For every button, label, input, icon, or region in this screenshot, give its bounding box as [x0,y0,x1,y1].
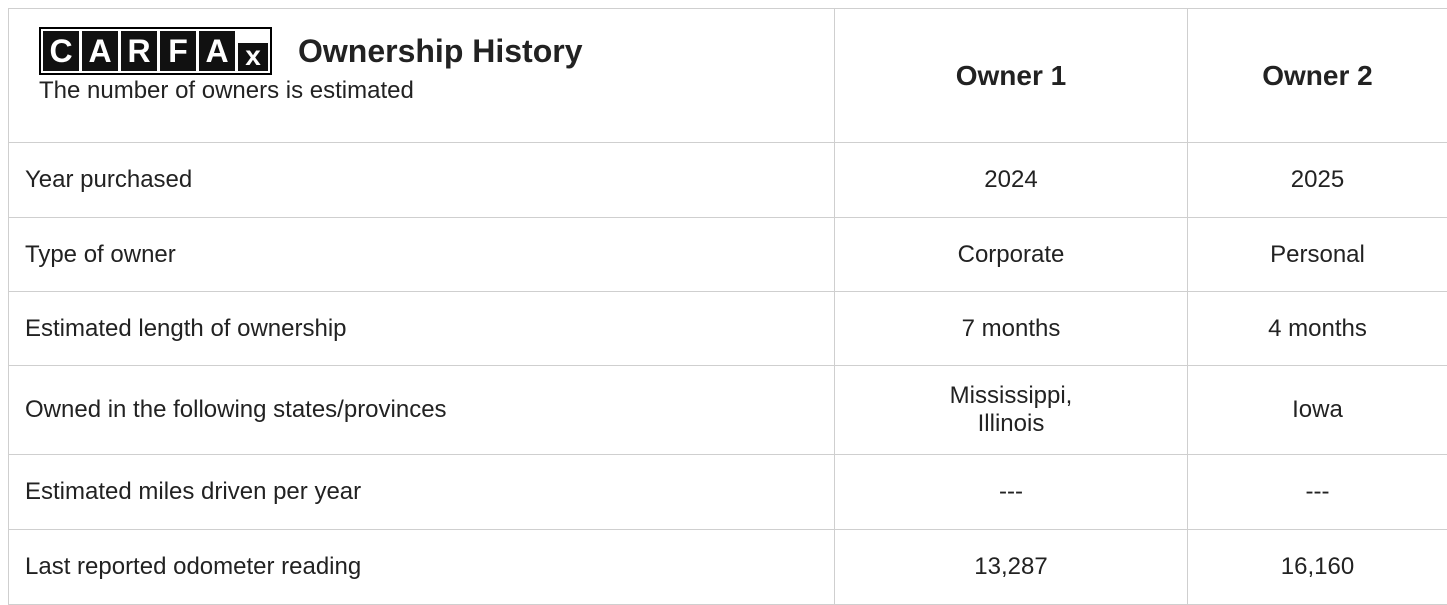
logo-letter: A [82,31,118,71]
row-label: Type of owner [9,218,835,292]
table-row: Last reported odometer reading 13,287 16,1… [9,530,1447,605]
subtitle: The number of owners is estimated [39,77,834,105]
logo-letter: x [238,43,268,71]
cell: Mississippi, Illinois [835,366,1188,455]
logo-letter: F [160,31,196,71]
logo-letter: A [199,31,235,71]
cell-value: Personal [1270,241,1365,269]
cell-value: Mississippi, Illinois [926,382,1096,438]
cell-value: 16,160 [1281,553,1354,581]
cell: 4 months [1188,292,1447,366]
cell: Iowa [1188,366,1447,455]
cell: --- [835,455,1188,530]
table-row: Owned in the following states/provinces M… [9,366,1447,455]
cell: 13,287 [835,530,1188,605]
row-label: Estimated miles driven per year [9,455,835,530]
cell-value: --- [999,478,1023,506]
table-row: Year purchased 2024 2025 [9,143,1447,218]
cell: 2024 [835,143,1188,218]
cell-value: 4 months [1268,315,1367,343]
column-header: Owner 2 [1188,9,1447,143]
cell-value: 2025 [1291,166,1344,194]
cell-value: --- [1306,478,1330,506]
cell: --- [1188,455,1447,530]
logo-letter: C [43,31,79,71]
table-row: Estimated miles driven per year --- --- [9,455,1447,530]
cell-value: 7 months [962,315,1061,343]
title: Ownership History [298,27,583,75]
row-label: Year purchased [9,143,835,218]
column-header: Owner 1 [835,9,1188,143]
cell: 16,160 [1188,530,1447,605]
cell-value: 13,287 [974,553,1047,581]
cell: 2025 [1188,143,1447,218]
row-label: Owned in the following states/provinces [9,366,835,455]
cell: Personal [1188,218,1447,292]
table-row: Type of owner Corporate Personal [9,218,1447,292]
cell-value: Corporate [958,241,1065,269]
row-label: Estimated length of ownership [9,292,835,366]
row-label: Last reported odometer reading [9,530,835,605]
cell-value: 2024 [984,166,1037,194]
logo-letter: R [121,31,157,71]
cell: Corporate [835,218,1188,292]
table-row: Estimated length of ownership 7 months 4 m… [9,292,1447,366]
cell-value: Iowa [1292,396,1343,424]
cell: 7 months [835,292,1188,366]
